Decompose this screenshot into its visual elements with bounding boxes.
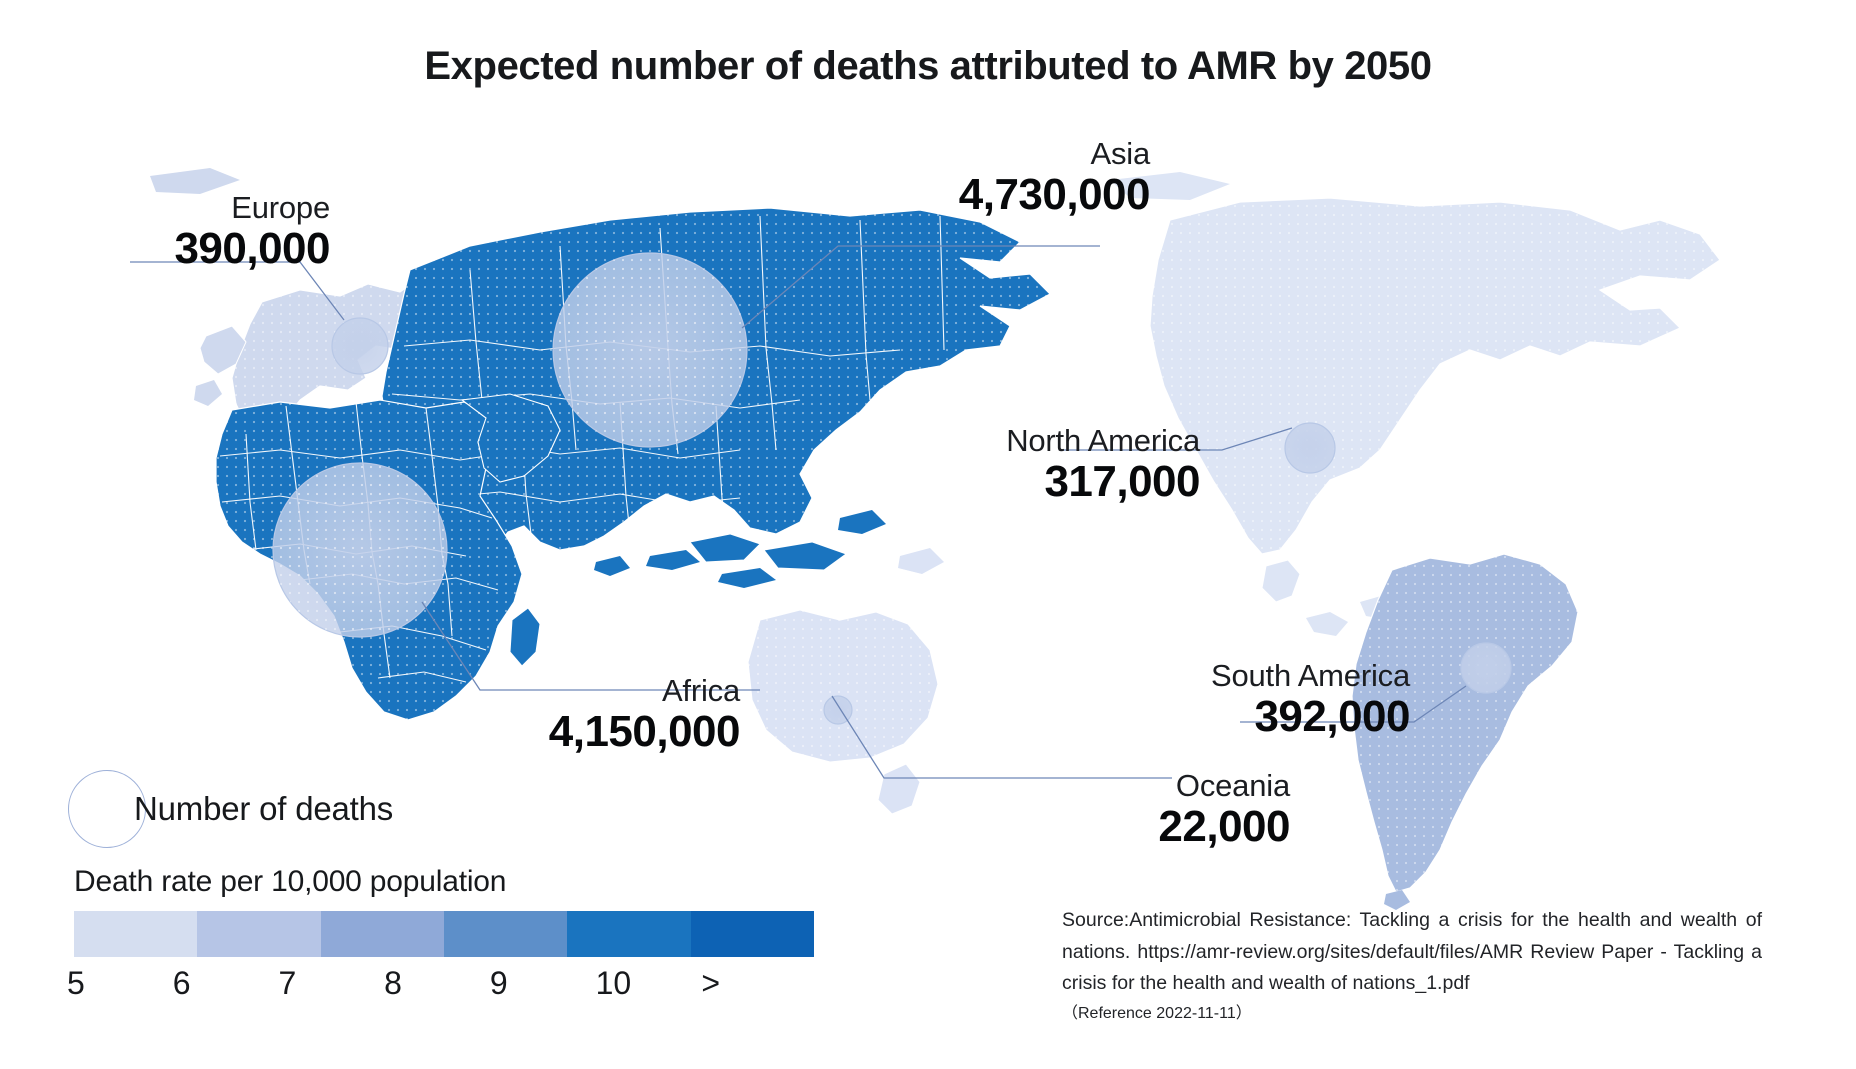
ramp-tick: 9 [489,965,508,1001]
callout-value: 392,000 [1254,692,1410,741]
bubble-south-america [1460,642,1512,694]
callout-value: 4,730,000 [958,170,1151,219]
ramp-swatch-1 [74,911,198,957]
source-note: Source:Antimicrobial Resistance: Tacklin… [1062,905,1762,1027]
ramp-tick: 8 [384,965,402,1001]
bubble-size-legend: Number of deaths [68,770,393,848]
source-text: Source:Antimicrobial Resistance: Tacklin… [1062,909,1762,995]
color-ramp-ticks: 5 6 7 8 9 10 > [67,965,814,1002]
ramp-tick: 10 [595,965,632,1001]
leader-line-oceania [831,695,1172,779]
bubble-europe [331,317,389,375]
ramp-tick-overflow: > [701,965,720,1001]
leader-line-africa [421,601,760,691]
leader-line-south-america [1240,685,1467,723]
ramp-swatch-2 [197,911,321,957]
callout-north-america: North America 317,000 [880,425,1200,504]
ramp-tick: 5 [67,965,85,1001]
ramp-swatch-6 [690,911,814,957]
ramp-swatch-5 [567,911,691,957]
ramp-swatch-4 [443,911,568,957]
bubble-asia [552,252,748,448]
callout-value: 4,150,000 [548,707,741,756]
callout-region-label: Africa [661,673,740,708]
callout-africa: Africa 4,150,000 [440,673,741,756]
map-region-oceania [747,548,944,815]
bubble-north-america [1284,422,1336,474]
world-map [0,150,1856,930]
ramp-tick: 6 [172,965,191,1001]
source-reference: （Reference 2022-11-11） [1062,1004,1252,1022]
color-ramp-legend: Death rate per 10,000 population 5 6 7 8… [67,865,874,1002]
map-region-middle-east [460,393,561,483]
world-map-svg [130,168,1721,910]
callout-value: 390,000 [174,224,330,273]
page-title: Expected number of deaths attributed to … [424,44,1432,88]
map-region-south-america [1351,553,1579,910]
callout-region-label: Europe [231,190,330,225]
callout-value: 317,000 [1044,457,1200,506]
bubble-africa [272,462,448,638]
leader-line-europe [130,261,345,321]
ramp-swatch-3 [320,911,444,957]
leader-lines [130,245,1467,779]
bubble-legend-label: Number of deaths [134,790,394,827]
callout-region-label: North America [1006,423,1200,458]
callout-asia: Asia 4,730,000 [830,136,1151,219]
callout-south-america: South America 392,000 [1090,658,1411,741]
callout-oceania: Oceania 22,000 [1000,770,1290,849]
callout-region-label: South America [1210,658,1410,693]
callout-value: 22,000 [1158,802,1290,851]
ramp-tick: 7 [278,965,297,1001]
callout-europe: Europe 390,000 [80,192,330,271]
leader-line-north-america [1060,427,1293,451]
leader-line-asia [741,245,1100,329]
bubble-legend-circle-icon [68,770,146,848]
color-ramp-bar [74,911,814,957]
callout-region-label: Oceania [1175,768,1290,803]
color-ramp-title: Death rate per 10,000 population [74,865,507,898]
callout-region-label: Asia [1090,136,1150,171]
